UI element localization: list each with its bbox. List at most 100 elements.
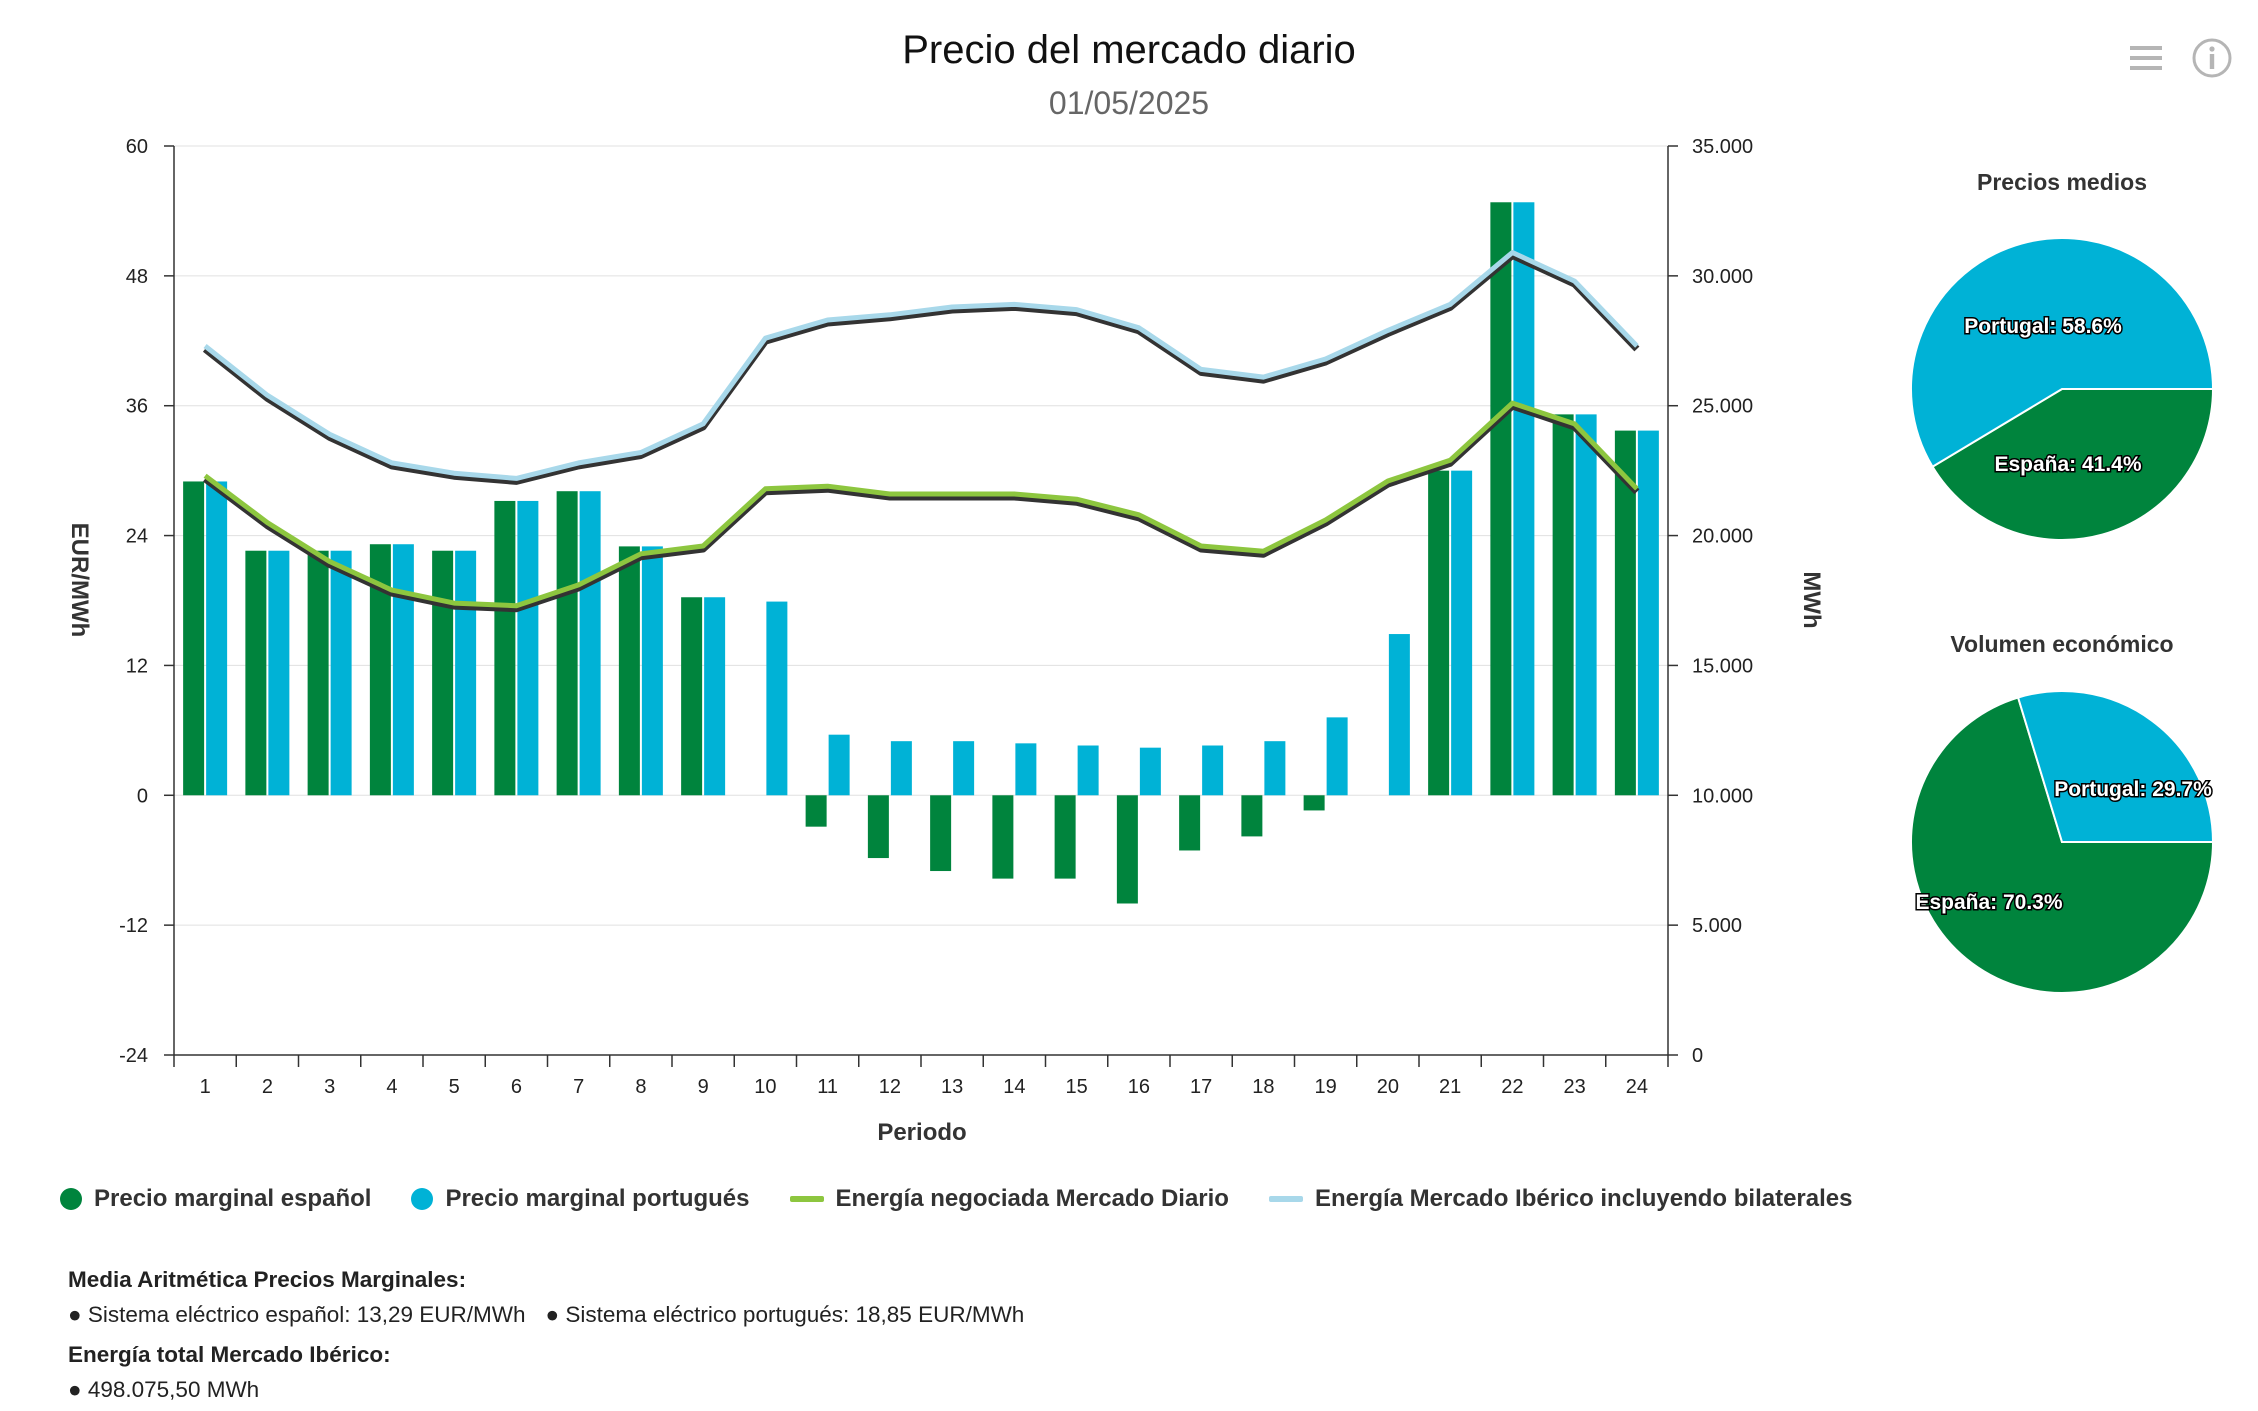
x-tick-label: 6 (511, 1076, 522, 1098)
x-tick-label: 11 (817, 1076, 838, 1098)
x-tick-label: 22 (1501, 1076, 1523, 1098)
legend-line-icon (1268, 1196, 1303, 1202)
pie-slice-label: Portugal: 29.7% (2054, 778, 2212, 801)
x-tick-label: 23 (1564, 1076, 1586, 1098)
x-axis-label: Periodo (877, 1119, 966, 1146)
bar-spain (1054, 795, 1076, 879)
legend-dot-icon (60, 1188, 82, 1210)
bar-portugal (1637, 430, 1659, 796)
spain-average-price: ● Sistema eléctrico español: 13,29 EUR/M… (68, 1302, 526, 1327)
y-left-tick-label: 12 (126, 655, 148, 677)
axes: -24-120122436486005.00010.00015.00020.00… (119, 136, 1753, 1098)
info-icon[interactable] (2190, 36, 2234, 80)
bar-spain (183, 481, 205, 796)
chart-title: Precio del mercado diario (902, 28, 1356, 72)
bar-portugal (455, 550, 477, 796)
pie-slice-label: España: 70.3% (1915, 891, 2062, 914)
pie-slice-spain (1931, 388, 2215, 541)
x-tick-label: 15 (1066, 1076, 1088, 1098)
bar-spain (1303, 795, 1325, 811)
bar-portugal (641, 546, 663, 796)
y-left-tick-label: -12 (119, 915, 148, 937)
bar-spain (307, 550, 329, 796)
legend-label: Energía Mercado Ibérico incluyendo bilat… (1314, 1185, 1853, 1212)
bar-spain (556, 491, 578, 796)
bar-portugal (1139, 747, 1161, 796)
y-left-tick-label: 48 (126, 266, 148, 288)
bar-portugal (1451, 470, 1473, 796)
bar-spain (618, 546, 640, 796)
pie-slice-label: Portugal: 58.6% (1964, 315, 2122, 338)
legend-item-energy-daily[interactable]: Energía negociada Mercado Diario (789, 1185, 1229, 1213)
legend-dot-icon (411, 1188, 434, 1210)
y-left-tick-label: 24 (126, 526, 148, 548)
bar-portugal (1015, 743, 1037, 796)
prices-heading: Media Aritmética Precios Marginales: (68, 1267, 467, 1292)
legend-label: Precio marginal portugués (445, 1185, 750, 1212)
bar-portugal (704, 597, 726, 796)
line-iberian-shadow (202, 252, 1640, 485)
x-tick-label: 8 (635, 1076, 646, 1098)
legend-item-energy-iberian[interactable]: Energía Mercado Ibérico incluyendo bilat… (1268, 1185, 1853, 1213)
x-tick-label: 13 (941, 1076, 963, 1098)
summary-panel: Media Aritmética Precios Marginales: ● S… (68, 1262, 1024, 1407)
bar-spain (245, 550, 267, 796)
legend-label: Energía negociada Mercado Diario (835, 1185, 1229, 1212)
bar-spain (1428, 470, 1450, 796)
pie-precios-medios-title: Precios medios (1977, 169, 2147, 195)
pie-slice-portugal (1910, 237, 2215, 469)
x-tick-label: 10 (754, 1076, 776, 1098)
y-right-axis-label: MWh (1798, 571, 1825, 628)
energy-heading: Energía total Mercado Ibérico: (68, 1342, 391, 1367)
y-right-tick-label: 0 (1692, 1045, 1703, 1067)
x-tick-label: 17 (1190, 1076, 1212, 1098)
bar-portugal (1202, 745, 1224, 796)
bar-spain (432, 550, 454, 796)
line-energy-iberian (203, 250, 1639, 481)
pie-volumen-economico: España: 70.3% Portugal: 29.7% (1910, 690, 2215, 994)
bar-spain (992, 795, 1014, 879)
bar-portugal (330, 550, 352, 796)
bar-portugal (890, 741, 912, 796)
legend-item-portugal-price[interactable]: Precio marginal portugués (411, 1185, 750, 1213)
bar-portugal (1513, 202, 1535, 796)
bar-spain (805, 795, 827, 827)
line-daily-shadow (202, 402, 1640, 613)
y-left-tick-label: -24 (119, 1045, 148, 1067)
pie-volumen-economico-title: Volumen económico (1950, 631, 2173, 657)
bar-portugal (579, 491, 601, 796)
hamburger-menu-icon[interactable] (2128, 40, 2164, 76)
portugal-average-price: ● Sistema eléctrico portugués: 18,85 EUR… (545, 1302, 1025, 1327)
bar-spain (1490, 202, 1512, 796)
bar-portugal (1264, 741, 1286, 796)
y-left-tick-label: 60 (126, 136, 148, 158)
legend-item-spain-price[interactable]: Precio marginal español (60, 1185, 371, 1213)
x-tick-label: 5 (449, 1076, 460, 1098)
bar-portugal (766, 601, 788, 796)
y-right-tick-label: 15.000 (1692, 655, 1753, 677)
bar-spain (930, 795, 952, 872)
pie-slice-portugal (2016, 690, 2215, 843)
bar-spain (369, 544, 391, 796)
bar-portugal (1077, 745, 1099, 796)
bar-spain (494, 500, 516, 796)
bar-spain (867, 795, 889, 859)
x-tick-label: 14 (1003, 1076, 1025, 1098)
energy-total: ● 498.075,50 MWh (68, 1377, 260, 1402)
bar-portugal (953, 741, 975, 796)
pie-slice-label: España: 41.4% (1994, 453, 2141, 476)
bar-portugal (268, 550, 290, 796)
x-tick-label: 20 (1377, 1076, 1399, 1098)
bar-spain (681, 597, 703, 796)
line-energy-daily (203, 400, 1639, 609)
y-right-tick-label: 10.000 (1692, 785, 1753, 807)
bar-spain (1241, 795, 1263, 837)
bar-portugal (517, 500, 539, 796)
pie-precios-medios: España: 41.4% Portugal: 58.6% (1910, 237, 2215, 541)
bar-spain (1179, 795, 1201, 851)
bar-portugal (206, 481, 228, 796)
legend-label: Precio marginal español (94, 1185, 372, 1212)
bar-spain (1552, 414, 1574, 796)
y-right-tick-label: 5.000 (1692, 915, 1742, 937)
y-right-tick-label: 35.000 (1692, 136, 1753, 158)
